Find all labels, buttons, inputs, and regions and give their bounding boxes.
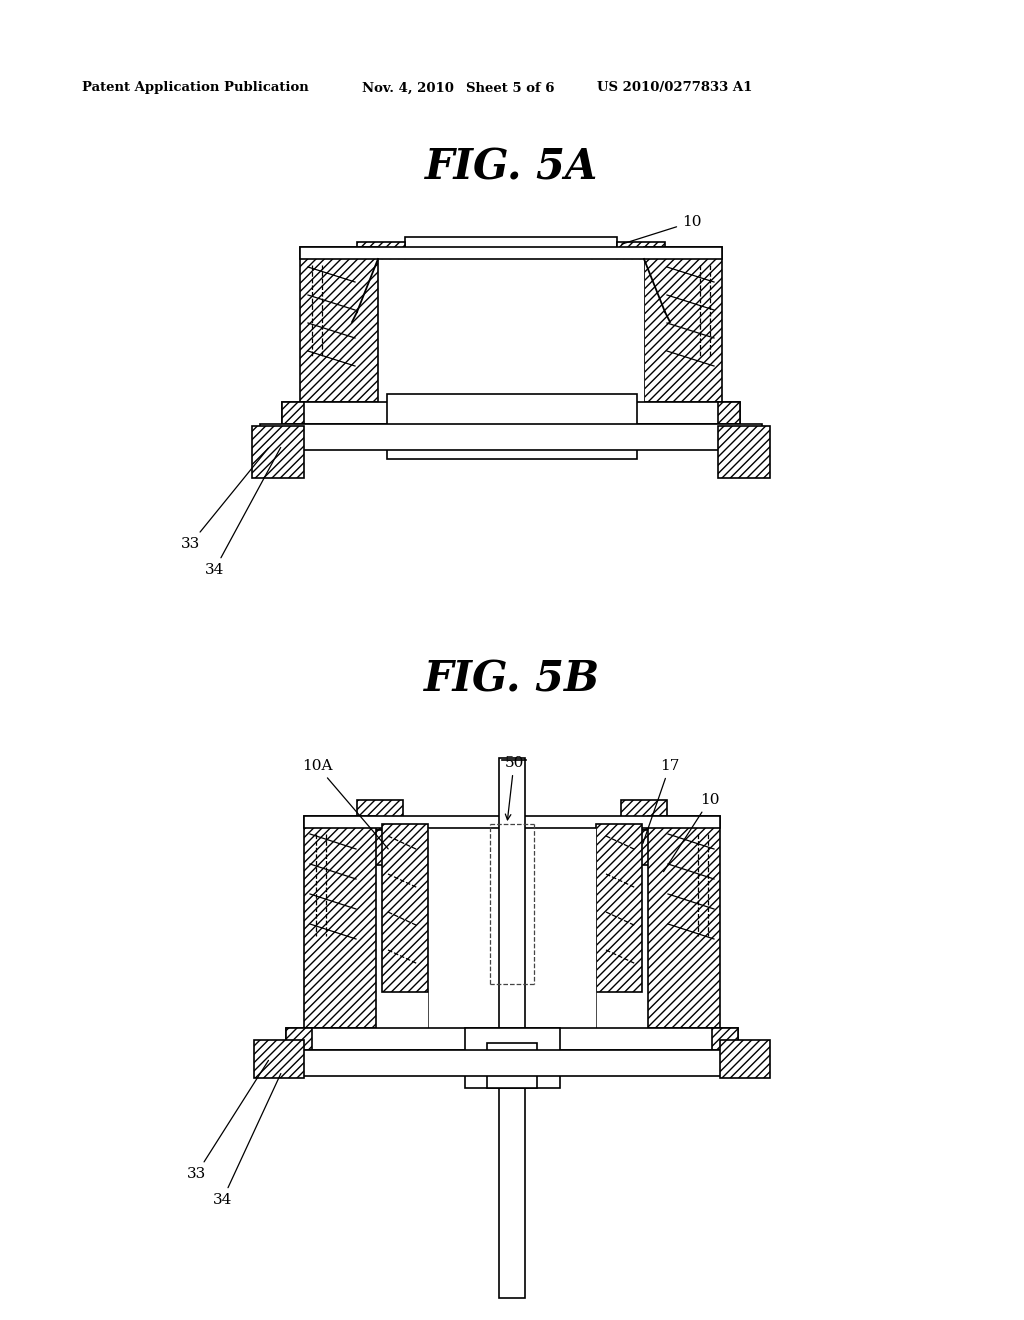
Text: FIG. 5A: FIG. 5A [425, 147, 599, 189]
Text: 10: 10 [622, 215, 701, 244]
Bar [357, 800, 403, 830]
Bar [286, 1028, 738, 1049]
Text: Sheet 5 of 6: Sheet 5 of 6 [466, 82, 555, 95]
Text: FIG. 5B: FIG. 5B [424, 659, 600, 701]
Text: Nov. 4, 2010: Nov. 4, 2010 [362, 82, 454, 95]
Bar [487, 1043, 537, 1088]
Bar [252, 426, 304, 478]
Text: 34: 34 [205, 447, 281, 577]
Bar [644, 247, 722, 403]
Bar [712, 1028, 738, 1049]
Bar [260, 1049, 764, 1076]
Bar [718, 426, 770, 478]
Bar [282, 403, 304, 424]
Bar [387, 393, 637, 459]
Bar [357, 830, 403, 865]
Text: 34: 34 [213, 1073, 281, 1206]
Bar [406, 238, 617, 249]
Bar [596, 824, 642, 993]
Bar [254, 1040, 304, 1078]
Text: US 2010/0277833 A1: US 2010/0277833 A1 [597, 82, 753, 95]
Bar [260, 424, 762, 450]
Bar [282, 403, 740, 424]
Bar [648, 816, 720, 1028]
Bar [286, 1028, 312, 1049]
Text: 10: 10 [664, 793, 720, 871]
Text: 17: 17 [643, 759, 679, 843]
Bar [428, 828, 596, 1028]
Bar [465, 1028, 560, 1088]
Bar [718, 403, 740, 424]
Bar [617, 242, 665, 312]
Text: 33: 33 [181, 449, 268, 550]
Bar [300, 247, 378, 403]
Bar [720, 1040, 770, 1078]
Bar [621, 800, 667, 830]
Bar [382, 824, 428, 993]
Text: 50: 50 [504, 756, 523, 820]
Bar [300, 247, 722, 259]
Bar [357, 242, 406, 312]
Bar [304, 816, 720, 828]
Bar [499, 758, 525, 1298]
Bar [378, 259, 644, 403]
Bar [621, 830, 667, 865]
Text: Patent Application Publication: Patent Application Publication [82, 82, 309, 95]
Text: 10A: 10A [302, 759, 388, 849]
Text: 33: 33 [186, 1060, 268, 1181]
Bar [430, 249, 592, 304]
Bar [304, 816, 376, 1028]
